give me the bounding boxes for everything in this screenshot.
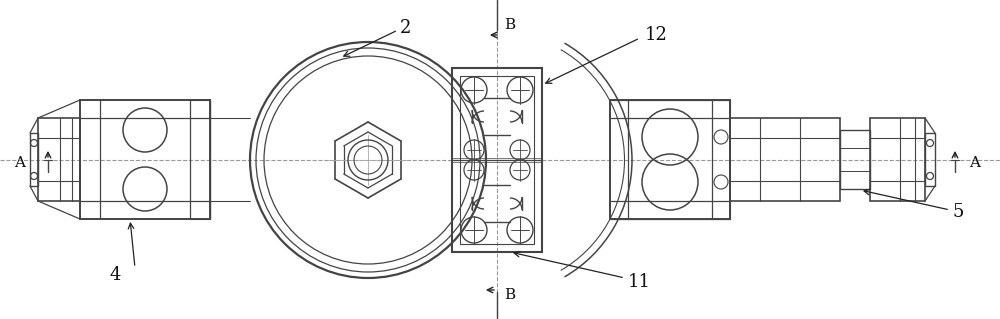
Bar — [452, 68, 542, 252]
Bar — [840, 130, 870, 189]
Bar — [38, 118, 80, 201]
Text: 11: 11 — [628, 273, 651, 291]
Text: 2: 2 — [400, 19, 411, 37]
Bar — [925, 133, 935, 186]
Text: 5: 5 — [953, 203, 964, 221]
Bar — [460, 76, 534, 244]
Bar — [870, 118, 925, 201]
Text: A: A — [14, 156, 26, 170]
Text: B: B — [504, 288, 516, 302]
Text: B: B — [504, 18, 516, 32]
Bar — [80, 100, 210, 219]
Text: A: A — [970, 156, 980, 170]
Text: 12: 12 — [645, 26, 668, 44]
Text: 4: 4 — [110, 266, 121, 284]
Bar — [610, 100, 730, 219]
Bar — [30, 133, 38, 186]
Bar — [730, 118, 840, 201]
